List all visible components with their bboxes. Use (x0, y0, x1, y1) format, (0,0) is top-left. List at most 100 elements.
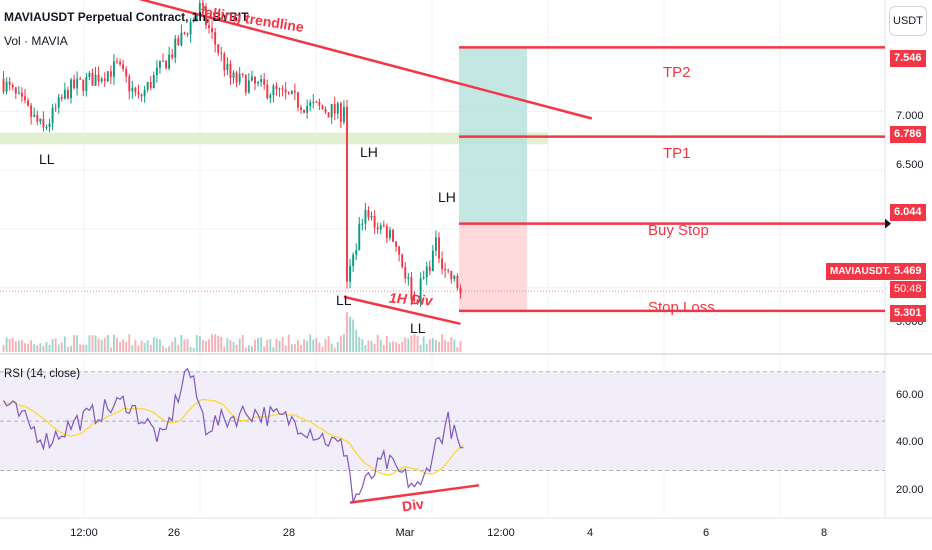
candle-body (214, 32, 217, 45)
candle-body (51, 107, 54, 124)
candle-body (73, 79, 76, 89)
candlestick-series (2, 0, 462, 307)
candle-body (373, 215, 376, 228)
candle-body (17, 92, 20, 94)
volume-bar (241, 335, 244, 352)
chart-background (0, 0, 932, 519)
rsi-pane (0, 367, 885, 503)
rsi-line (2, 367, 464, 503)
candle-body (309, 102, 312, 107)
candle-body (352, 254, 355, 267)
volume-bar (238, 338, 241, 352)
candle-body (180, 32, 183, 46)
volume-bar (146, 340, 149, 352)
price-tick-partial: 5.000 (896, 322, 924, 328)
volume-bar (349, 316, 352, 352)
candle-body (27, 100, 30, 106)
volume-bar (229, 340, 232, 352)
rsi-indicator-label[interactable]: RSI (14, close) (4, 368, 81, 380)
volume-bar (336, 342, 339, 352)
candle-body (201, 3, 204, 7)
candle-body (263, 79, 266, 85)
volume-indicator-label[interactable]: Vol · MAVIA (4, 34, 68, 48)
annotation-ll-mid: LL (410, 320, 426, 336)
candle-body (198, 3, 201, 15)
candle-body (315, 101, 318, 103)
price-divergence-line (343, 295, 461, 326)
candle-body (278, 88, 281, 90)
candle-body (281, 88, 284, 90)
volume-bar (232, 341, 235, 352)
candle-body (70, 79, 72, 99)
annotation-buy-stop: Buy Stop (648, 222, 709, 239)
volume-bar (137, 345, 140, 352)
candle-body (152, 75, 155, 88)
volume-bar (401, 341, 404, 352)
candle-body (128, 76, 131, 92)
volume-bar (425, 343, 428, 352)
candle-body (361, 223, 364, 225)
candle-body (63, 89, 66, 99)
price-tag-buy-stop: 6.044 (890, 204, 926, 221)
candle-body (275, 85, 278, 90)
candle-body (20, 92, 23, 97)
volume-bar (287, 334, 290, 352)
candle-body (238, 73, 241, 83)
candle-body (428, 266, 431, 272)
candle-body (370, 215, 373, 218)
volume-bar (214, 334, 217, 352)
price-tick-6500: 6.500 (896, 159, 924, 171)
candle-body (189, 22, 192, 35)
volume-bar (17, 340, 20, 352)
candle-body (379, 225, 382, 230)
volume-bar (407, 338, 410, 352)
volume-bar (388, 342, 391, 352)
candle-body (24, 96, 26, 101)
time-tick: 12:00 (70, 527, 98, 539)
volume-bar (180, 335, 183, 352)
candle-body (358, 223, 361, 251)
price-tag-last: 5.469 (890, 263, 926, 280)
volume-bar (456, 346, 459, 352)
volume-bar (33, 344, 36, 352)
volume-bar (171, 341, 174, 352)
volume-bar (376, 334, 379, 352)
volume-bars (2, 312, 462, 352)
volume-bar (48, 344, 51, 352)
currency-unit-button[interactable]: USDT (889, 6, 927, 36)
candle-body (217, 44, 220, 54)
candle-body (342, 107, 345, 122)
volume-bar (447, 341, 450, 352)
candle-body (244, 75, 247, 93)
volume-bar (177, 344, 180, 352)
candle-body (382, 225, 385, 227)
volume-bar (106, 335, 109, 352)
volume-bar (254, 339, 256, 352)
volume-bar (266, 339, 269, 352)
candle-body (321, 105, 324, 110)
volume-bar (278, 340, 281, 352)
volume-bar (195, 335, 198, 352)
candle-body (103, 78, 106, 82)
candle-body (45, 127, 48, 129)
time-tick: 4 (586, 527, 594, 539)
volume-bar (70, 345, 72, 352)
volume-bar (428, 339, 431, 352)
candle-body (134, 87, 137, 93)
volume-bar (333, 347, 336, 352)
candle-body (195, 14, 198, 20)
candle-body (42, 118, 45, 128)
candle-body (269, 95, 272, 98)
volume-bar (63, 336, 66, 352)
volume-bar (42, 345, 45, 352)
candle-body (165, 60, 168, 69)
volume-bar (8, 339, 11, 352)
volume-bar (263, 346, 266, 352)
volume-bar (24, 343, 26, 352)
volume-bar (306, 340, 309, 352)
volume-bar (119, 342, 122, 352)
volume-bar (293, 344, 296, 352)
candle-body (272, 85, 275, 96)
candle-body (346, 107, 348, 282)
volume-bar (39, 343, 42, 352)
